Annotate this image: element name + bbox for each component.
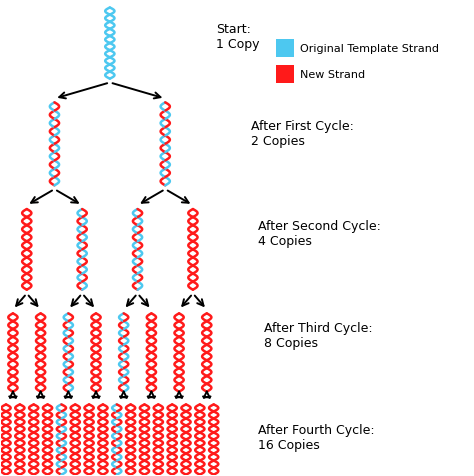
Text: Start:
1 Copy: Start: 1 Copy: [216, 23, 259, 51]
Text: After Second Cycle:
4 Copies: After Second Cycle: 4 Copies: [257, 219, 381, 247]
Bar: [276, 40, 293, 58]
Text: New Strand: New Strand: [301, 70, 365, 79]
Text: After Third Cycle:
8 Copies: After Third Cycle: 8 Copies: [264, 321, 372, 349]
Text: After Fourth Cycle:
16 Copies: After Fourth Cycle: 16 Copies: [257, 423, 374, 451]
Text: After First Cycle:
2 Copies: After First Cycle: 2 Copies: [251, 120, 354, 148]
Bar: [276, 66, 293, 84]
Text: Original Template Strand: Original Template Strand: [301, 44, 439, 54]
